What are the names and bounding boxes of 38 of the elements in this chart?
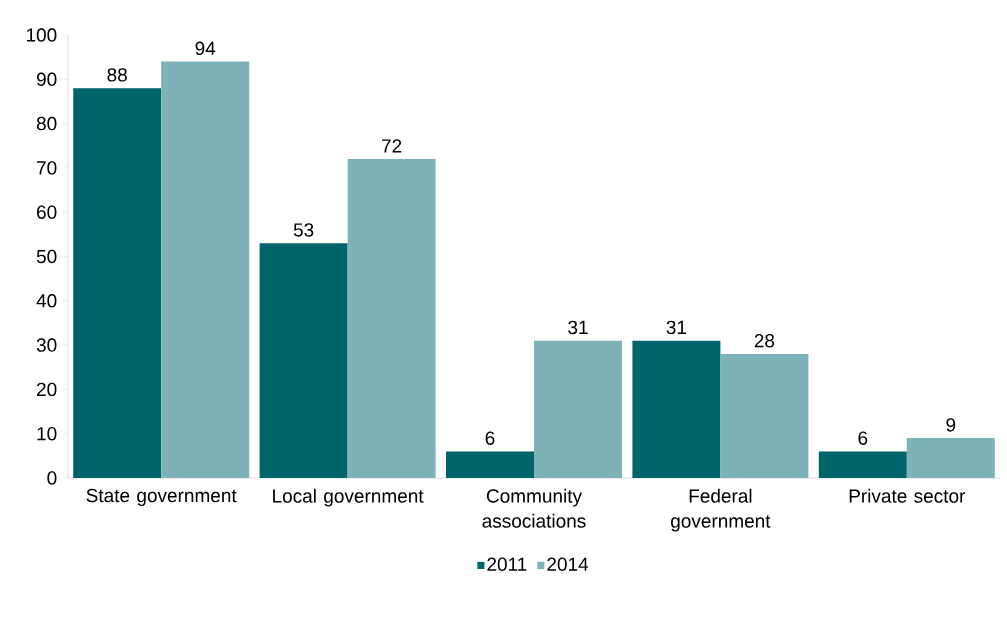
bar: [259, 243, 348, 478]
x-tick-label: State government: [86, 488, 237, 506]
bar: [534, 340, 622, 478]
x-tick-label: Private sector: [849, 488, 966, 503]
y-tick-label: 10: [37, 426, 57, 441]
bar: [161, 61, 250, 478]
y-tick-label: 0: [47, 471, 57, 485]
y-tick-label: 90: [36, 72, 57, 87]
y-tick-label: 80: [36, 116, 57, 131]
x-tick-label: Community associations: [482, 488, 586, 528]
legend-label: 2011: [487, 557, 527, 571]
bar: [347, 159, 436, 478]
y-tick-label: 20: [37, 382, 57, 397]
x-tick-label: Local government: [273, 488, 424, 507]
data-label: 72: [382, 139, 402, 153]
y-tick-label: 50: [36, 249, 57, 264]
legend-label: 2014: [547, 557, 589, 571]
data-label: 31: [568, 320, 588, 335]
data-label: 31: [666, 320, 687, 335]
bar: [818, 451, 907, 478]
bar: [73, 88, 162, 478]
data-label: 28: [754, 333, 775, 348]
bar: [446, 451, 535, 478]
data-label: 88: [107, 68, 127, 82]
data-label: 94: [195, 41, 216, 56]
bar: [720, 353, 809, 478]
y-tick-label: 30: [36, 338, 57, 352]
bar: [906, 438, 995, 478]
x-tick-label: Federal government: [671, 488, 771, 532]
y-tick-label: 70: [37, 161, 57, 175]
data-label: 6: [858, 431, 868, 445]
data-label: 9: [946, 418, 956, 432]
data-label: 53: [293, 223, 314, 237]
data-label: 6: [485, 431, 495, 445]
y-tick-label: 100: [26, 28, 57, 42]
y-tick-label: 40: [36, 294, 57, 308]
bar: [632, 340, 721, 478]
y-tick-label: 60: [37, 205, 57, 219]
